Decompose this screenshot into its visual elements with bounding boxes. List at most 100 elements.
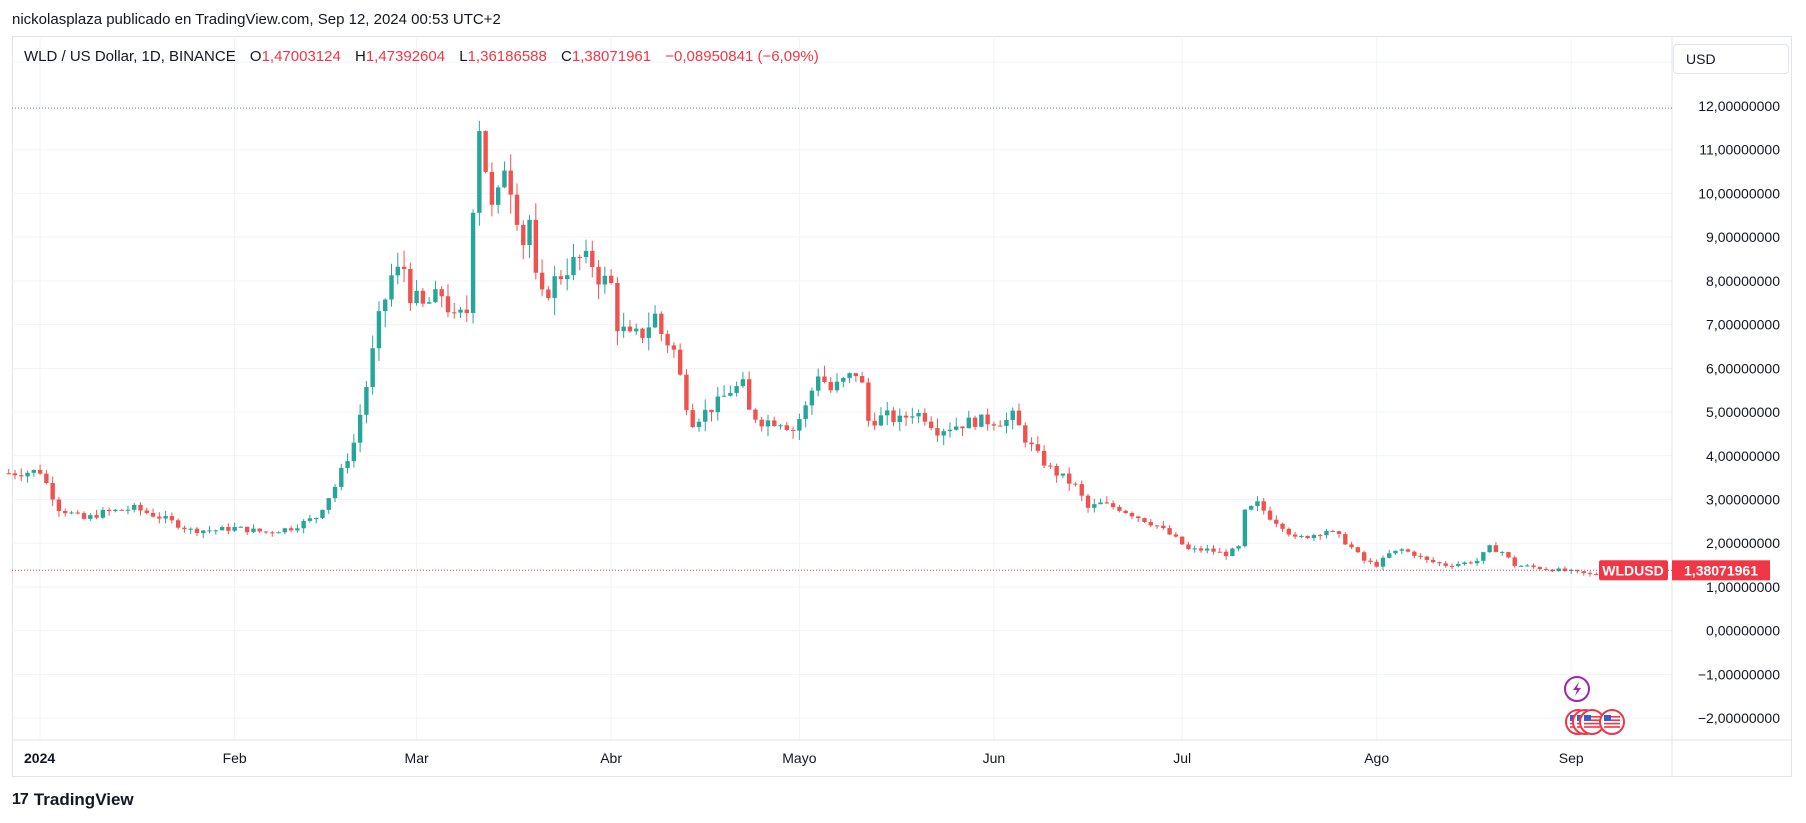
candle-body: [56, 499, 62, 512]
candle-body: [439, 289, 444, 297]
candle-body: [6, 473, 11, 475]
candle-body: [119, 509, 124, 511]
candle-body: [1399, 549, 1404, 551]
candle-body: [401, 266, 407, 269]
candle-body: [1343, 534, 1348, 545]
candle-body: [207, 530, 212, 532]
candle-body: [1211, 548, 1216, 552]
candle-body: [1267, 510, 1273, 520]
candle-body: [1085, 495, 1091, 508]
flag-stripe: [1584, 716, 1600, 718]
candle-body: [1192, 548, 1197, 550]
candle-body: [1236, 546, 1241, 549]
candle-body: [376, 311, 382, 349]
candle-body: [1280, 523, 1285, 529]
candle-body: [859, 376, 865, 383]
candle-body: [150, 512, 156, 517]
candle-body: [1487, 545, 1492, 553]
candle-body: [709, 409, 714, 413]
symbol-label[interactable]: WLD / US Dollar, 1D, BINANCE: [24, 48, 236, 65]
candle-body: [282, 528, 288, 533]
candle-body: [991, 424, 997, 426]
chart-frame: [12, 36, 1792, 777]
candle-body: [270, 532, 275, 534]
candle-body: [1518, 565, 1524, 567]
flag-stripe: [1604, 719, 1620, 721]
candle-body: [997, 425, 1003, 427]
flag-stripe: [1584, 722, 1600, 725]
candle-body: [1242, 509, 1248, 547]
candle-body: [1361, 552, 1367, 561]
candle-body: [1368, 560, 1373, 562]
flag-stripe: [1604, 726, 1620, 728]
open-value: 1,47003124: [261, 48, 341, 65]
candle-body: [226, 526, 231, 531]
candle-body: [138, 504, 143, 511]
price-label-text: 1,38071961: [1684, 562, 1758, 578]
candle-body: [1161, 525, 1166, 529]
candle-body: [201, 530, 206, 534]
candle-body: [696, 421, 702, 428]
y-tick-label: 7,00000000: [1706, 317, 1780, 333]
candle-body: [1355, 547, 1361, 553]
candle-body: [1449, 565, 1455, 567]
y-tick-label: 8,00000000: [1706, 273, 1780, 289]
currency-selector[interactable]: USD: [1673, 44, 1789, 74]
candle-body: [972, 417, 978, 427]
candle-body: [1349, 544, 1354, 548]
candle-body: [539, 272, 545, 290]
candle-body: [1060, 473, 1066, 476]
candle-body: [903, 415, 909, 418]
candle-body: [1117, 507, 1122, 511]
x-tick-label: Jul: [1173, 750, 1191, 766]
candle-body: [144, 510, 149, 513]
flag-stripe: [1584, 726, 1600, 728]
flag-canton: [1584, 715, 1591, 721]
candle-body: [803, 405, 808, 420]
price-label-box: [1672, 560, 1770, 581]
candle-body: [1569, 569, 1574, 572]
flag-stripe: [1604, 722, 1620, 725]
candle-body: [684, 374, 689, 411]
candle-body: [1493, 545, 1499, 553]
candle-body: [1179, 536, 1185, 545]
candle-body: [100, 509, 106, 518]
candle-body: [897, 415, 902, 423]
us-flag-event-icon[interactable]: [1599, 709, 1625, 735]
y-tick-label: 1,00000000: [1706, 579, 1780, 595]
candle-body: [646, 327, 651, 338]
candle-body: [960, 426, 965, 429]
candle-body: [1430, 559, 1436, 563]
candle-body: [828, 382, 833, 391]
flag-stripe: [1604, 716, 1620, 718]
candle-body: [1456, 564, 1461, 566]
candle-body: [364, 387, 369, 415]
publisher-header: nickolasplaza publicado en TradingView.c…: [12, 11, 501, 28]
candle-body: [339, 467, 344, 487]
lightning-bolt-glyph: [1573, 682, 1581, 696]
candle-body: [954, 426, 959, 430]
candle-body: [778, 425, 783, 427]
candle-body: [596, 267, 601, 285]
candle-body: [19, 475, 24, 477]
candle-body: [1474, 560, 1480, 564]
candle-body: [1462, 562, 1467, 565]
candle-body: [1186, 544, 1191, 550]
candle-body: [326, 498, 331, 510]
candle-body: [1129, 513, 1135, 517]
candle-body: [621, 326, 626, 332]
x-tick-label: Mar: [405, 750, 429, 766]
candle-body: [583, 250, 589, 258]
candle-body: [426, 302, 432, 304]
candle-body: [1142, 518, 1147, 523]
tradingview-footer[interactable]: 17 TradingView: [12, 790, 134, 810]
candle-body: [301, 520, 306, 529]
candle-body: [1374, 561, 1379, 567]
candle-body: [69, 512, 74, 514]
y-tick-label: −1,00000000: [1698, 666, 1780, 682]
x-tick-label: Ago: [1364, 750, 1389, 766]
candle-body: [1092, 504, 1097, 508]
y-tick-label: −2,00000000: [1698, 710, 1780, 726]
close-label: C: [561, 48, 572, 65]
